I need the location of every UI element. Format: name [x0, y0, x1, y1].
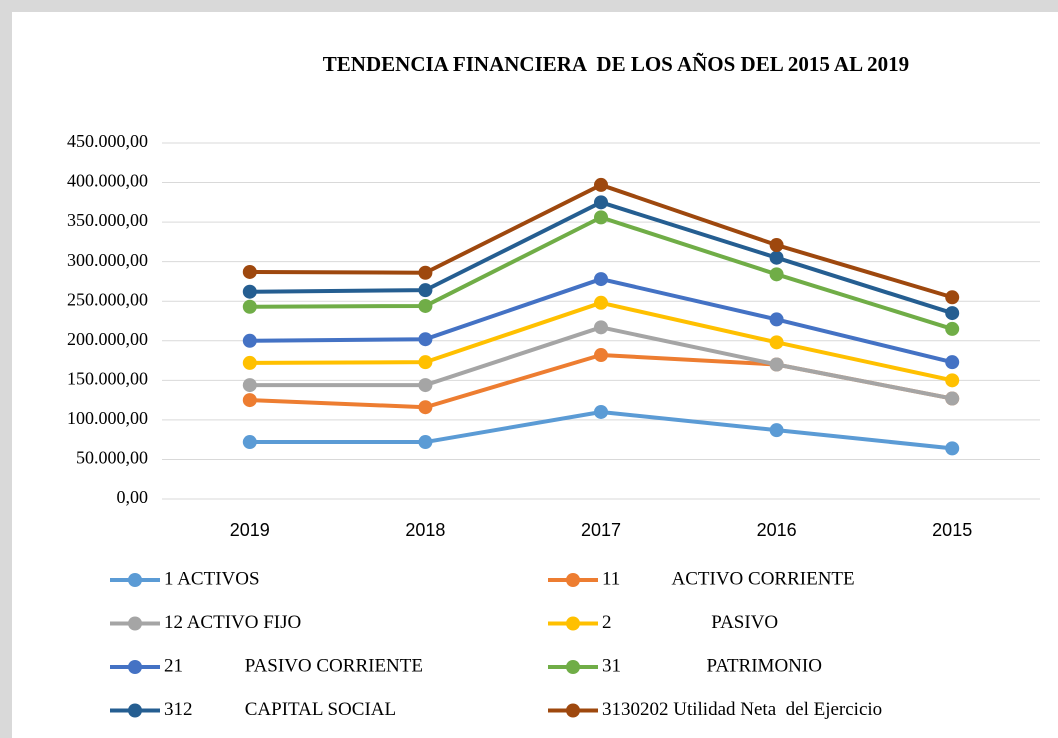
- data-point: [945, 441, 960, 456]
- data-point: [769, 312, 784, 327]
- x-tick-label: 2017: [581, 520, 621, 540]
- y-tick-label: 350.000,00: [67, 210, 148, 230]
- data-point: [594, 210, 608, 225]
- data-point: [769, 250, 784, 265]
- legend-label: 12 ACTIVO FIJO: [164, 612, 301, 633]
- y-tick-label: 250.000,00: [67, 289, 148, 309]
- data-point: [418, 332, 433, 347]
- data-point: [418, 355, 433, 370]
- data-point: [769, 357, 784, 372]
- data-point: [769, 238, 784, 253]
- data-point: [242, 355, 257, 370]
- data-point: [418, 283, 433, 298]
- legend-label: 2 PASIVO: [602, 612, 778, 633]
- legend-label: 31 PATRIMONIO: [602, 655, 822, 676]
- data-point: [418, 298, 433, 313]
- data-point: [594, 404, 608, 419]
- legend-label: 21 PASIVO CORRIENTE: [164, 655, 423, 676]
- y-tick-label: 300.000,00: [67, 250, 148, 270]
- data-point: [769, 423, 784, 438]
- data-point: [242, 284, 257, 299]
- data-point: [594, 320, 608, 335]
- legend-swatch-marker: [566, 660, 580, 674]
- y-tick-label: 50.000,00: [76, 448, 148, 468]
- data-point: [242, 299, 257, 314]
- data-point: [242, 264, 257, 279]
- data-point: [418, 265, 433, 280]
- chart-title: TENDENCIA FINANCIERA DE LOS AÑOS DEL 201…: [323, 52, 909, 76]
- data-point: [945, 373, 960, 388]
- y-tick-label: 0,00: [117, 487, 149, 507]
- legend-swatch-marker: [128, 616, 142, 631]
- legend-swatch-marker: [128, 703, 142, 718]
- data-point: [594, 195, 608, 210]
- y-tick-label: 150.000,00: [67, 368, 148, 388]
- data-point: [418, 400, 433, 415]
- data-point: [945, 355, 960, 370]
- x-tick-label: 2016: [757, 520, 797, 540]
- data-point: [945, 306, 960, 321]
- data-point: [242, 435, 257, 450]
- x-tick-label: 2019: [230, 520, 270, 540]
- legend-swatch-marker: [566, 616, 580, 631]
- data-point: [945, 391, 960, 406]
- data-point: [418, 378, 433, 393]
- data-point: [594, 177, 608, 192]
- data-point: [418, 435, 433, 450]
- y-tick-label: 450.000,00: [67, 131, 148, 151]
- y-tick-label: 400.000,00: [67, 171, 148, 191]
- data-point: [594, 348, 608, 363]
- legend-swatch-marker: [566, 573, 580, 587]
- data-point: [769, 335, 784, 350]
- data-point: [594, 272, 608, 287]
- legend-label: 1 ACTIVOS: [164, 568, 260, 589]
- data-point: [769, 267, 784, 282]
- data-point: [242, 393, 257, 408]
- data-point: [242, 378, 257, 393]
- data-point: [945, 321, 960, 336]
- legend-label: 3130202 Utilidad Neta del Ejercicio: [602, 699, 882, 720]
- x-tick-label: 2018: [405, 520, 445, 540]
- legend-label: 312 CAPITAL SOCIAL: [164, 699, 396, 720]
- x-tick-label: 2015: [932, 520, 972, 540]
- data-point: [945, 290, 960, 305]
- data-point: [242, 333, 257, 348]
- legend-label: 11 ACTIVO CORRIENTE: [602, 568, 855, 589]
- legend-swatch-marker: [128, 573, 142, 587]
- y-tick-label: 100.000,00: [67, 408, 148, 428]
- y-tick-label: 200.000,00: [67, 329, 148, 349]
- data-point: [594, 295, 608, 310]
- legend-swatch-marker: [128, 660, 142, 674]
- legend-swatch-marker: [566, 703, 580, 718]
